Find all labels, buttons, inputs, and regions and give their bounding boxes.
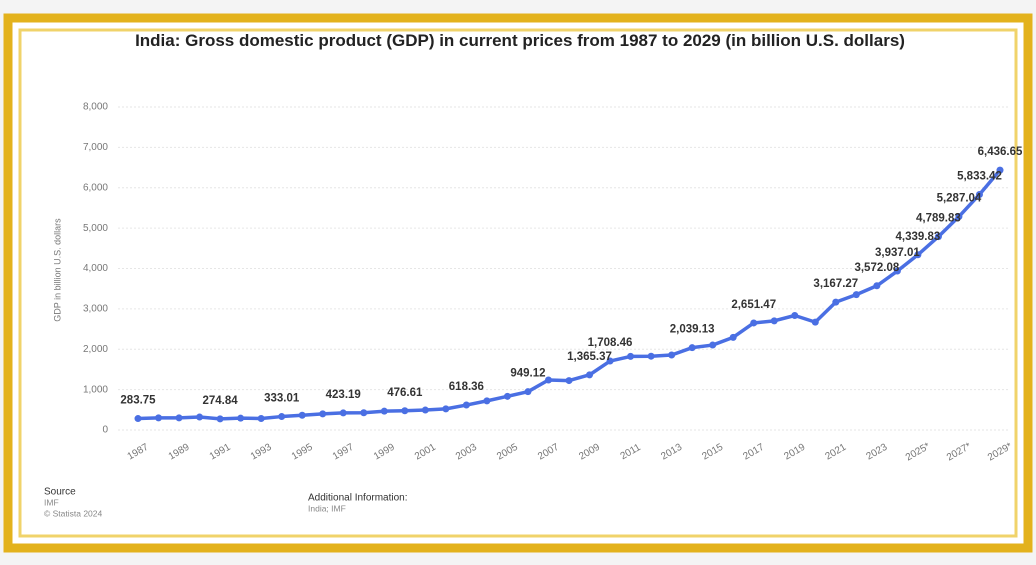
data-point: [791, 311, 799, 319]
title-box: India: Gross domestic product (GDP) in c…: [135, 31, 905, 50]
data-point: [216, 415, 224, 423]
data-point: [934, 233, 942, 241]
y-tick-label: 7,000: [83, 142, 108, 153]
data-point: [360, 409, 368, 417]
data-point: [729, 333, 737, 341]
chart-title: India: Gross domestic product (GDP) in c…: [135, 31, 905, 50]
data-point: [175, 414, 183, 422]
additional-heading: Additional Information:: [308, 493, 408, 504]
data-point: [237, 414, 245, 422]
data-point: [873, 282, 881, 290]
data-label: 3,572.08: [854, 262, 899, 274]
data-point: [196, 413, 204, 421]
data-point: [503, 392, 511, 400]
y-tick-label: 1,000: [83, 384, 108, 395]
data-label: 5,833.42: [957, 171, 1002, 183]
data-label: 4,339.83: [896, 231, 941, 243]
data-label: 333.01: [264, 393, 300, 405]
data-point: [134, 415, 142, 423]
data-point: [811, 318, 819, 326]
data-label: 6,436.65: [978, 146, 1023, 158]
data-label: 3,937.01: [875, 247, 920, 259]
data-point: [401, 407, 409, 415]
y-tick-label: 5,000: [83, 223, 108, 234]
data-point: [339, 409, 347, 417]
frame: [3, 13, 1033, 553]
data-point: [257, 415, 265, 423]
data-point: [319, 410, 327, 418]
copyright: © Statista 2024: [44, 508, 103, 518]
data-point: [565, 377, 573, 385]
data-point: [380, 407, 388, 415]
data-point: [852, 291, 860, 299]
data-point: [770, 317, 778, 325]
data-label: 274.84: [203, 395, 239, 407]
data-point: [155, 414, 163, 422]
data-point: [627, 352, 635, 360]
data-point: [893, 267, 901, 275]
data-point: [278, 413, 286, 421]
source-heading: Source: [44, 487, 76, 498]
data-label: 2,039.13: [670, 324, 715, 336]
data-point: [298, 411, 306, 419]
data-point: [462, 401, 470, 409]
inner-frame: [18, 28, 1018, 538]
data-label: 1,708.46: [588, 337, 633, 349]
data-point: [750, 319, 758, 327]
y-tick-label: 0: [102, 425, 108, 436]
data-point: [688, 344, 696, 352]
data-point: [442, 405, 450, 413]
data-point: [647, 352, 655, 360]
data-point: [544, 376, 552, 384]
data-point: [975, 190, 983, 198]
data-point: [421, 406, 429, 414]
data-label: 1,365.37: [567, 351, 612, 363]
data-label: 476.61: [387, 387, 423, 399]
data-point: [914, 251, 922, 259]
data-point: [709, 341, 717, 349]
data-label: 283.75: [120, 395, 156, 407]
data-label: 5,287.04: [937, 193, 982, 205]
data-point: [483, 397, 491, 405]
data-point: [996, 166, 1004, 174]
data-point: [832, 298, 840, 306]
data-label: 618.36: [449, 381, 484, 393]
data-point: [668, 351, 676, 359]
y-tick-label: 3,000: [83, 304, 108, 315]
additional-info: India; IMF: [308, 503, 346, 513]
source: IMF: [44, 497, 59, 507]
y-tick-label: 8,000: [83, 102, 108, 113]
data-label: 3,167.27: [813, 278, 858, 290]
data-label: 2,651.47: [731, 299, 776, 311]
data-point: [524, 388, 532, 396]
y-tick-label: 2,000: [83, 344, 108, 355]
data-point: [955, 213, 963, 221]
data-point: [606, 357, 614, 365]
data-label: 423.19: [326, 389, 361, 401]
data-point: [586, 371, 594, 379]
y-tick-label: 4,000: [83, 263, 108, 274]
y-tick-label: 6,000: [83, 182, 108, 193]
data-label: 949.12: [510, 368, 545, 380]
data-label: 4,789.83: [916, 213, 961, 225]
y-axis-label: GDP in billion U.S. dollars: [52, 218, 62, 322]
